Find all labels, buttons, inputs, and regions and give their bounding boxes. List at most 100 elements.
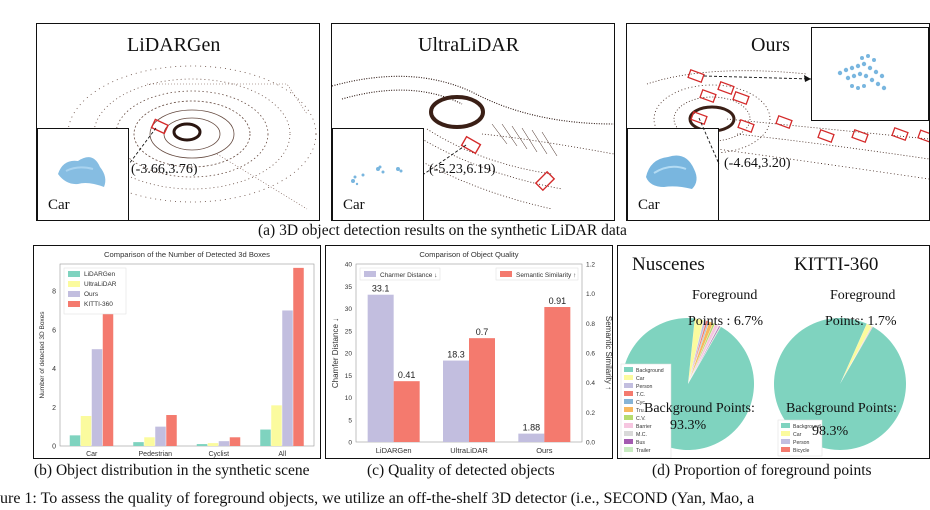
background-label-2: Background Points: xyxy=(786,401,897,416)
legend-label: Bicycle xyxy=(793,448,810,454)
legend-label: Charmer Distance ↓ xyxy=(380,272,437,279)
legend-label: Bus xyxy=(636,440,645,446)
bar-lidargen xyxy=(69,435,81,446)
legend-swatch xyxy=(781,447,790,452)
legend-label: Barrier xyxy=(636,424,652,430)
background-value-1: 93.3% xyxy=(670,418,707,433)
legend-swatch xyxy=(68,281,80,287)
background-value-2: 98.3% xyxy=(812,424,849,439)
y-right-tick-label: 0.2 xyxy=(586,410,595,417)
lidar-view-ours: Ours Car (-4.64,3.20) xyxy=(626,23,930,221)
bar-ultralidar xyxy=(207,443,219,446)
legend-swatch xyxy=(624,431,633,436)
pointer-line xyxy=(128,127,157,165)
legend-swatch xyxy=(781,439,790,444)
legend-label: Person xyxy=(793,440,810,446)
legend-box-left xyxy=(359,267,441,281)
legend-label: Trailer xyxy=(636,448,651,454)
legend-label: Cyc. xyxy=(636,400,646,406)
x-tick-label: All xyxy=(278,451,286,458)
legend-label: LiDARGen xyxy=(84,271,115,278)
inset-label: Car xyxy=(638,197,660,213)
lidar-view-title: UltraLiDAR xyxy=(418,34,520,56)
panel-b-caption: (b) Object distribution in the synthetic… xyxy=(34,462,310,479)
legend-swatch xyxy=(781,431,790,436)
legend-label: KITTI-360 xyxy=(84,301,113,308)
y-tick-label: 8 xyxy=(52,289,56,296)
legend-label: M.C. xyxy=(636,432,647,438)
bar-chart-c: Comparison of Object Quality 0 5 10 15 20 25 30… xyxy=(331,250,612,455)
legend-label: Car xyxy=(636,376,645,382)
legend-label: T.C. xyxy=(636,392,645,398)
bar-chamfer xyxy=(518,433,545,442)
car-points-icon xyxy=(646,155,697,189)
pie-slice-background xyxy=(774,318,906,450)
pointer-lines xyxy=(698,75,812,165)
bar-kitti-360 xyxy=(102,310,114,446)
bar-chart-b: Comparison of the Number of Detected 3d … xyxy=(39,250,315,458)
y-right-tick-label: 0.4 xyxy=(586,380,595,387)
bar-lidargen xyxy=(260,429,271,446)
data-label: 0.7 xyxy=(476,327,489,337)
background-label-1: Background Points: xyxy=(644,401,755,416)
y-left-tick-label: 15 xyxy=(345,373,353,380)
y-right-axis-label: Semantic Similarity ↑ xyxy=(604,316,612,390)
legend-label: Car xyxy=(793,432,802,438)
bar-semantic xyxy=(469,338,495,442)
bar-kitti-360 xyxy=(229,437,241,446)
car-inset: Car xyxy=(37,128,129,220)
pie-slice-trailer xyxy=(687,326,722,385)
legend-swatch xyxy=(68,301,80,307)
box-coordinate: (-4.64,3.20) xyxy=(724,156,791,171)
box-coordinate: (-3.66,3.76) xyxy=(131,162,198,177)
y-tick-label: 2 xyxy=(52,405,56,412)
legend-swatch xyxy=(68,291,80,297)
chart-detected-boxes: Comparison of the Number of Detected 3d … xyxy=(33,245,321,459)
bar-semantic xyxy=(544,307,571,442)
chart-object-quality: Comparison of Object Quality 0 5 10 15 20 25 30… xyxy=(325,245,613,459)
bar-ours xyxy=(218,441,230,446)
bar-kitti-360 xyxy=(166,415,177,446)
legend-swatch xyxy=(68,271,80,277)
x-tick-label: Cyclist xyxy=(208,451,229,458)
y-tick-label: 6 xyxy=(52,327,56,334)
box-coordinate: (-5.23,6.19) xyxy=(429,162,496,177)
legend-swatch xyxy=(624,399,633,404)
car-inset: Car xyxy=(332,128,424,220)
car-inset: Car xyxy=(627,128,719,220)
data-label: 0.91 xyxy=(549,296,567,306)
bar-ultralidar xyxy=(144,437,155,446)
bar-lidargen xyxy=(133,442,144,446)
bar-ultralidar xyxy=(271,405,282,446)
y-left-tick-label: 40 xyxy=(345,262,353,269)
chart-title: Comparison of Object Quality xyxy=(419,250,518,259)
legend-swatch xyxy=(624,407,633,412)
lidar-view-title: LiDARGen xyxy=(127,34,221,56)
y-left-tick-label: 10 xyxy=(345,395,353,402)
pie-charts-d: Background Car Person T.C. Cyc. Tru C.V. Barrie… xyxy=(620,318,906,458)
legend-swatch xyxy=(624,439,633,444)
y-left-tick-label: 5 xyxy=(348,417,352,424)
legend-label: C.V. xyxy=(636,416,646,422)
pie-slice-bicycle xyxy=(839,326,874,385)
pie-foreground-proportion: Background Car Person T.C. Cyc. Tru C.V. Barrie… xyxy=(617,245,930,459)
legend-label: UltraLiDAR xyxy=(84,281,117,288)
chart-title: Comparison of the Number of Detected 3d … xyxy=(104,250,270,259)
y-right-tick-label: 0.6 xyxy=(586,351,595,358)
x-tick-label: Pedestrian xyxy=(139,451,173,458)
y-left-tick-label: 0 xyxy=(348,440,352,447)
foreground-label-2: Foreground xyxy=(830,288,896,303)
ultralidar-point-cloud xyxy=(332,75,614,210)
legend-swatch xyxy=(624,375,633,380)
zoom-points-icon xyxy=(837,54,887,91)
y-right-tick-label: 1.0 xyxy=(586,291,595,298)
figure-caption: ure 1: To assess the quality of foregrou… xyxy=(0,490,755,507)
legend-swatch xyxy=(781,423,790,428)
lidar-view-ultralidar: UltraLiDAR Car (-5.23,6.19) xyxy=(331,23,615,221)
zoom-inset xyxy=(811,27,929,121)
lidar-view-title: Ours xyxy=(751,34,790,56)
x-tick-label: LiDARGen xyxy=(376,446,412,455)
data-label: 33.1 xyxy=(372,284,390,294)
bar-kitti-360 xyxy=(293,267,304,446)
plot-area xyxy=(59,263,315,447)
